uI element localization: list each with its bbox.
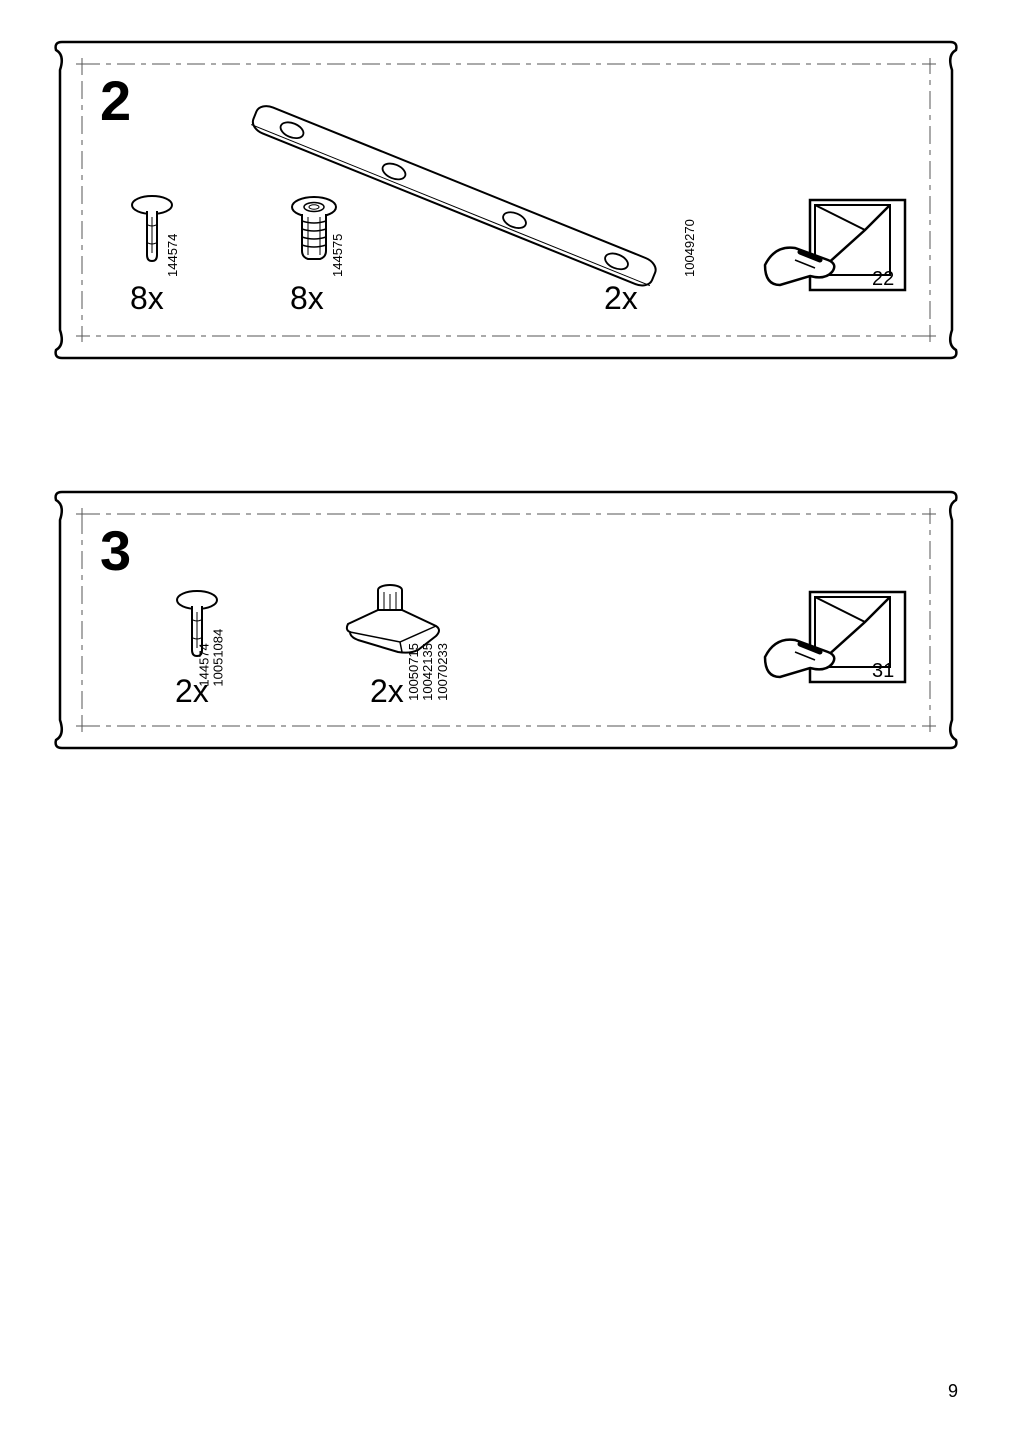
part-code-144574: 144574 [165, 234, 180, 277]
part-code-10049270: 10049270 [682, 219, 697, 277]
step-number-2: 2 [100, 68, 131, 133]
part-plate-icon [220, 98, 680, 288]
page-number: 9 [948, 1381, 958, 1402]
reference-page-num-1: 22 [872, 268, 894, 291]
part-code-multi-2: 10050715 10042135 10070233 [407, 643, 450, 701]
part-qty-2x-2: 2x [175, 673, 209, 710]
part-qty-2x-3: 2x [370, 673, 404, 710]
part-qty-2x-1: 2x [604, 280, 638, 317]
part-qty-8x-1: 8x [130, 280, 164, 317]
step-number-3: 3 [100, 518, 131, 583]
reference-page-num-2: 31 [872, 660, 894, 683]
